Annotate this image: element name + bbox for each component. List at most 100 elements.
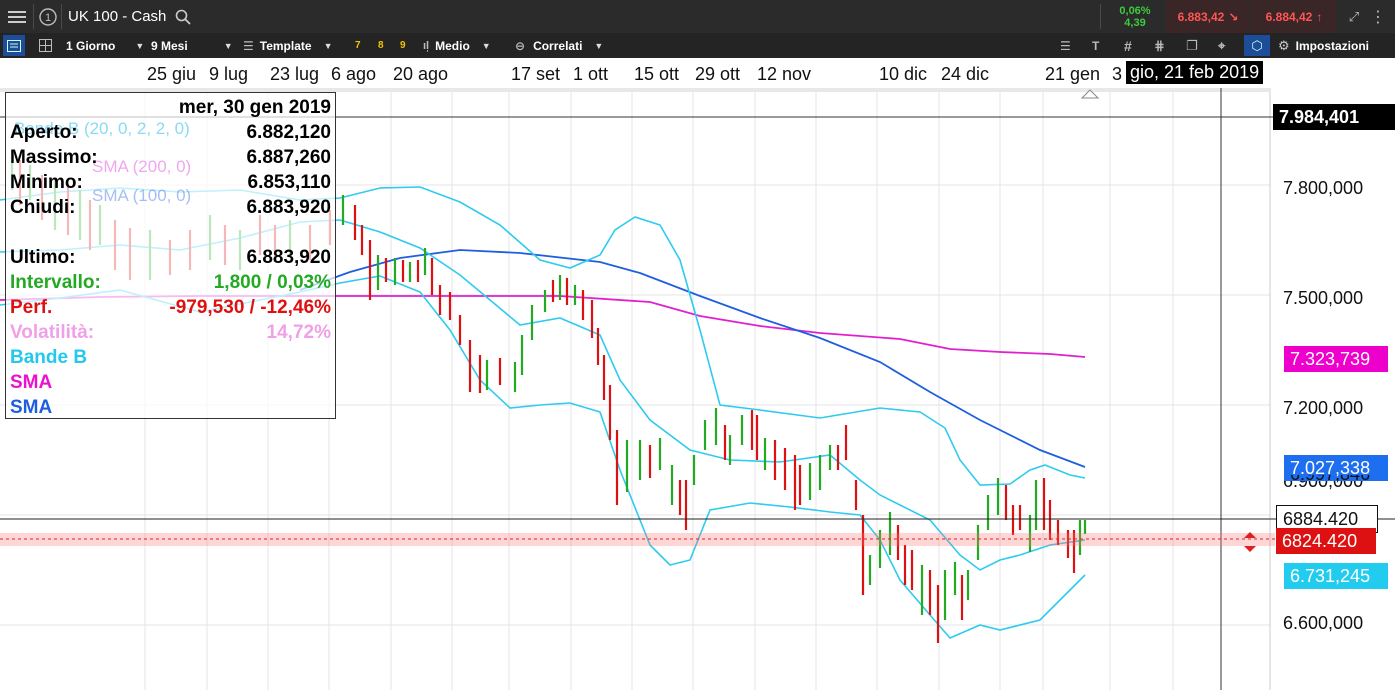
grid-layout-icon[interactable] (36, 33, 54, 58)
window-icon[interactable]: ❐ (1186, 37, 1198, 53)
date-label: 23 lug (270, 64, 320, 84)
date-label: 24 dic (941, 64, 990, 84)
date-label: 21 gen (1045, 64, 1101, 84)
interval-value: 1,800 / 0,03% (213, 272, 331, 293)
info-perf-row: Perf. -979,530 / -12,46% (10, 297, 331, 321)
chevron-down-icon: ▼ (594, 40, 604, 51)
info-interval-row: Intervallo: 1,800 / 0,03% (10, 272, 331, 296)
correlated-icon: ⊖ (515, 38, 526, 53)
date-label: 12 nov (757, 64, 812, 84)
buy-price: 6.884,42 (1265, 9, 1313, 24)
text-tool-icon[interactable]: T (1092, 38, 1100, 53)
range-select[interactable]: 9 Mesi ▼ (151, 33, 233, 58)
interval-label: Intervallo: (10, 272, 101, 293)
date-label: 20 ago (393, 64, 449, 84)
chart-canvas[interactable] (0, 88, 1395, 690)
ghost-sma100-legend: SMA (100, 0) (92, 186, 192, 205)
template-label: Template (259, 38, 312, 53)
info-date: mer, 30 gen 2019 (10, 97, 331, 121)
open-value: 6.882,120 (246, 122, 331, 143)
perf-label: Perf. (10, 297, 53, 318)
y-tick-label: 7.200,000 (1283, 398, 1364, 418)
scroll-up-icon (1080, 89, 1100, 99)
template-select[interactable]: ☰ Template ▼ (243, 33, 332, 58)
template-icon: ☰ (243, 38, 254, 53)
ghost-bb-legend: Bande B (20, 0, 2, 2, 0) (14, 119, 190, 138)
date-label: 1 ott (573, 64, 609, 84)
sma100-legend: SMA (10, 397, 331, 421)
date-label: 25 giu (147, 64, 197, 84)
gear-icon: ⚙ (1278, 37, 1290, 53)
high-value: 6.887,260 (246, 147, 331, 168)
info-circle-icon[interactable]: 1 (35, 0, 61, 33)
date-label: 3 (1112, 64, 1123, 84)
low-value: 6.853,110 (247, 172, 331, 193)
ghost-sma200-legend: SMA (200, 0) (92, 157, 192, 176)
order-up-icon (1244, 532, 1256, 538)
cursor-date-label: gio, 21 feb 2019 (1126, 61, 1264, 84)
sma200-value-tag: 7.323,739 (1284, 346, 1388, 372)
low-label: Minimo: (10, 172, 83, 193)
close-value: 6.883,920 (246, 197, 331, 218)
sma100-value: 7.027,338 (1290, 457, 1371, 478)
bb-lower-value-tag: 6.731,245 (1284, 563, 1388, 589)
list-view-icon[interactable] (3, 35, 25, 56)
correlated-select[interactable]: ⊖ Correlati ▼ (515, 33, 603, 58)
preset-9[interactable]: 9 (400, 40, 406, 51)
info-open-row: Aperto: 6.882,120 (10, 122, 331, 146)
date-label: 10 dic (879, 64, 928, 84)
sma200-value: 7.323,739 (1290, 348, 1371, 369)
bb-mid-value: 6.997,846 (1290, 475, 1370, 485)
buy-price-button[interactable]: 6.884,42 ↑ (1252, 0, 1336, 33)
price-change: 0,06% 4,39 (1104, 0, 1166, 33)
search-icon[interactable] (172, 0, 194, 33)
info-low-row: Minimo: 6.853,110 (10, 172, 331, 196)
bb-legend: Bande B (10, 347, 331, 371)
sma100-legend-label: SMA (10, 397, 53, 418)
chevron-down-icon: ▼ (223, 40, 233, 51)
preset-7[interactable]: 7 (355, 40, 361, 51)
chevron-down-icon: ▼ (481, 40, 491, 51)
date-label: 15 ott (634, 64, 680, 84)
date-label: 29 ott (695, 64, 741, 84)
volatility-label: Volatilità: (10, 322, 95, 343)
sell-price-tag: 6824.420 (1276, 528, 1376, 554)
drawing-tool-icon[interactable]: ⋕ (1154, 37, 1165, 53)
volatility-value: 14,72% (266, 322, 331, 343)
chart-toolbar: 1 Giorno ▼ 9 Mesi ▼ ☰ Template ▼ 7 8 9 ıl̩ … (0, 33, 1395, 58)
order-down-icon (1244, 546, 1256, 552)
info-volatility-row: Volatilità: 14,72% (10, 322, 331, 346)
chart-type-select[interactable]: ıl̩ Medio ▼ (423, 33, 491, 58)
sell-price-button[interactable]: 6.883,42 ↘ (1166, 0, 1250, 33)
preset-8[interactable]: 8 (378, 40, 384, 51)
date-label: 17 set (511, 64, 561, 84)
y-tick-label: 6.600,000 (1283, 613, 1364, 633)
sell-price: 6.883,42 (1177, 9, 1225, 24)
date-label: 6 ago (331, 64, 377, 84)
high-label: Massimo: (10, 147, 98, 168)
perf-value: -979,530 / -12,46% (169, 297, 331, 318)
close-label: Chiudi: (10, 197, 76, 218)
pointer-icon[interactable]: ⌖ (1218, 37, 1226, 53)
top-bar: 1 UK 100 - Cash 0,06% 4,39 6.883,42 ↘ 6.… (0, 0, 1395, 34)
date-label: 9 lug (209, 64, 249, 84)
notes-icon[interactable]: ☰ (1060, 38, 1071, 53)
settings-button[interactable]: ⚙ Impostazioni (1278, 33, 1369, 58)
crosshair-icon[interactable]: # (1124, 37, 1132, 54)
expand-icon[interactable]: ⤢ (1348, 8, 1360, 24)
more-vertical-icon[interactable]: ⋮ (1370, 8, 1386, 26)
interval-select[interactable]: 1 Giorno ▼ (66, 33, 144, 58)
down-candles (18, 160, 1076, 643)
chevron-down-icon: ▼ (135, 40, 145, 51)
bb-legend-label: Bande B (10, 347, 88, 368)
y-tick-label: 7.500,000 (1283, 288, 1364, 308)
open-label: Aperto: (10, 122, 78, 143)
instrument-name[interactable]: UK 100 - Cash (68, 8, 167, 25)
tag-icon[interactable]: ⬡ (1244, 35, 1270, 56)
info-high-row: Massimo: 6.887,260 (10, 147, 331, 171)
info-date-value: mer, 30 gen 2019 (178, 97, 331, 118)
price-chart[interactable]: 7.800,000 7.500,000 7.200,000 6.900,000 … (0, 88, 1395, 690)
info-last-row: Ultimo: 6.883,920 (10, 247, 331, 271)
hamburger-icon[interactable] (0, 0, 33, 33)
arrow-down-icon: ↘ (1228, 9, 1239, 24)
